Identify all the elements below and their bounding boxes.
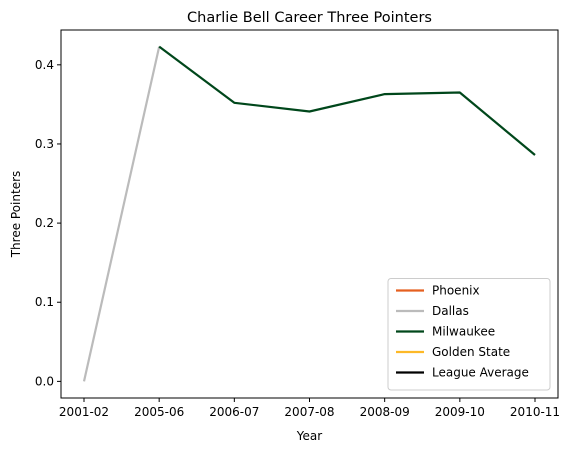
x-axis-label: Year [296,429,322,443]
series-lines [82,45,536,382]
y-tick-label: 0.3 [35,137,54,151]
x-tick-label: 2010-11 [510,405,560,419]
x-axis: 2001-02 2005-06 2006-07 2007-08 2008-09 2009-… [59,398,560,419]
y-tick-label: 0.2 [35,216,54,230]
legend-label: Dallas [432,304,469,318]
chart-title: Charlie Bell Career Three Pointers [187,10,432,26]
y-tick-label: 0.0 [35,374,54,388]
x-tick-label: 2009-10 [435,405,485,419]
legend-label: League Average [432,366,529,380]
legend-label: Golden State [432,345,510,359]
legend-label: Milwaukee [432,325,495,339]
x-tick-label: 2006-07 [209,405,259,419]
x-tick-label: 2005-06 [134,405,184,419]
x-tick-label: 2008-09 [360,405,410,419]
x-tick-label: 2007-08 [284,405,334,419]
x-tick-label: 2001-02 [59,405,109,419]
series-line-dallas [82,46,161,382]
y-axis-label: Three Pointers [9,171,23,259]
legend-label: Phoenix [432,284,480,298]
legend-box [387,278,551,391]
series-line-milwaukee [158,45,536,156]
y-tick-label: 0.4 [35,58,54,72]
y-tick-label: 0.1 [35,295,54,309]
y-axis: 0.0 0.1 0.2 0.3 0.4 [35,58,61,388]
legend: Phoenix Dallas Milwaukee Golden State League… [387,278,551,391]
